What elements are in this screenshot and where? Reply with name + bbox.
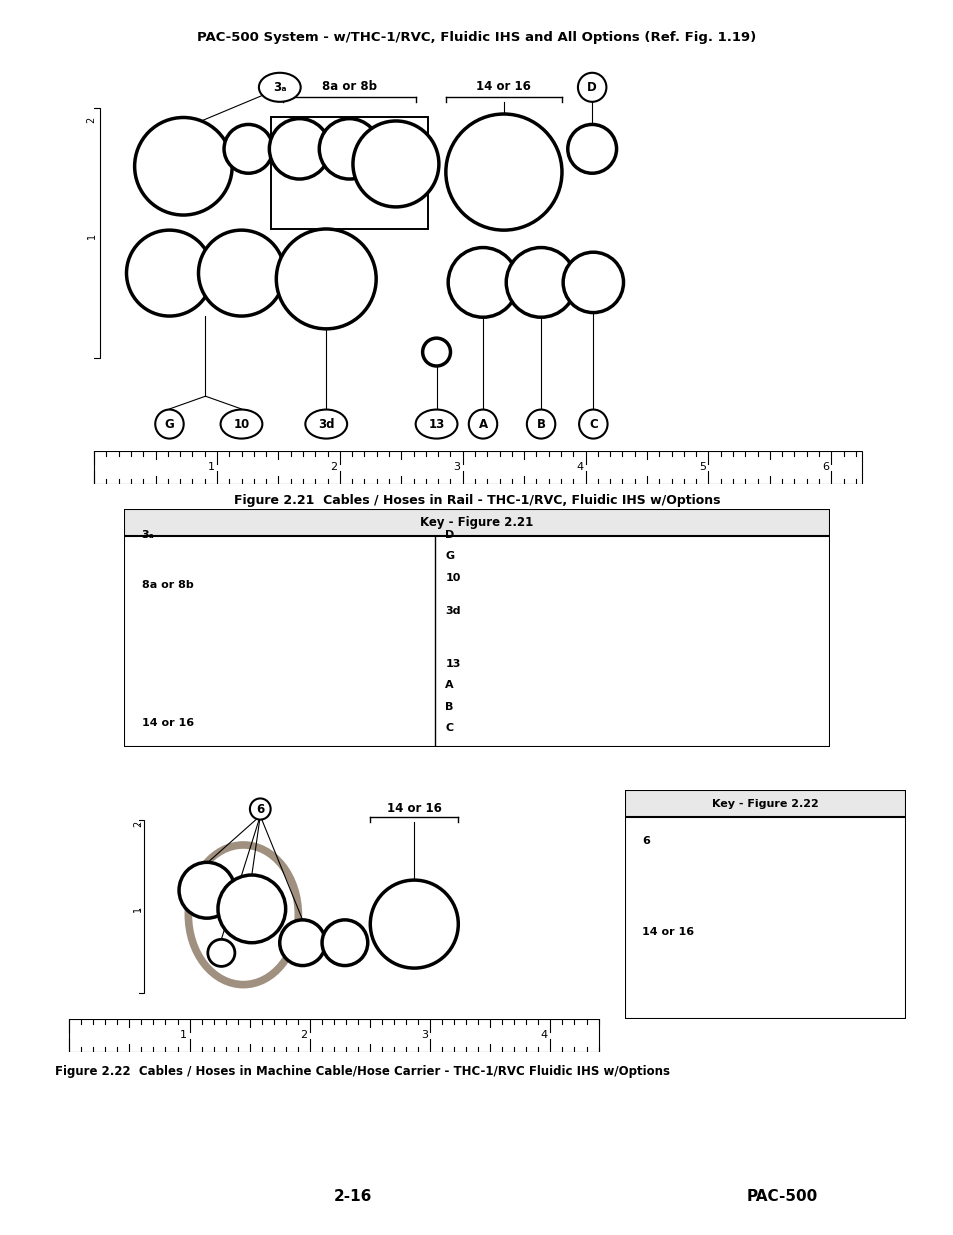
Text: 3: 3 — [420, 1030, 427, 1040]
Text: 4: 4 — [540, 1030, 547, 1040]
Text: 2: 2 — [87, 116, 96, 124]
Ellipse shape — [155, 410, 184, 438]
Circle shape — [269, 119, 330, 179]
Text: C: C — [588, 417, 598, 431]
Text: Figure 2.22  Cables / Hoses in Machine Cable/Hose Carrier - THC-1/RVC Fluidic IH: Figure 2.22 Cables / Hoses in Machine Ca… — [55, 1065, 669, 1078]
Circle shape — [322, 920, 367, 966]
Circle shape — [422, 338, 450, 366]
Ellipse shape — [305, 410, 347, 438]
Text: PAC-500: PAC-500 — [746, 1189, 817, 1204]
Text: 2: 2 — [133, 821, 143, 827]
Text: D: D — [587, 80, 597, 94]
Text: D: D — [445, 530, 454, 540]
Text: 10: 10 — [445, 573, 460, 583]
Circle shape — [445, 114, 561, 230]
Text: 10: 10 — [233, 417, 250, 431]
Text: B: B — [536, 417, 545, 431]
Text: 14 or 16: 14 or 16 — [476, 79, 531, 93]
Text: 8a or 8b: 8a or 8b — [141, 580, 193, 590]
Ellipse shape — [578, 73, 606, 101]
Text: 6: 6 — [256, 803, 264, 815]
Text: 14 or 16: 14 or 16 — [141, 719, 193, 729]
Text: Key - Figure 2.22: Key - Figure 2.22 — [712, 799, 818, 809]
Circle shape — [279, 920, 325, 966]
Text: 2-16: 2-16 — [334, 1189, 372, 1204]
Text: B: B — [445, 701, 453, 711]
Text: 3d: 3d — [317, 417, 335, 431]
Text: 1: 1 — [133, 905, 143, 911]
Text: 3d: 3d — [445, 606, 460, 616]
Text: 13: 13 — [428, 417, 444, 431]
Ellipse shape — [416, 410, 457, 438]
Text: 8a or 8b: 8a or 8b — [321, 79, 376, 93]
Circle shape — [370, 881, 457, 968]
Text: 3ₐ: 3ₐ — [141, 530, 154, 540]
Bar — [624, 790, 905, 816]
Bar — [133, 820, 143, 993]
Ellipse shape — [258, 73, 300, 101]
Ellipse shape — [526, 410, 555, 438]
Circle shape — [134, 117, 232, 215]
Circle shape — [224, 125, 273, 173]
Circle shape — [217, 876, 285, 942]
Text: Key - Figure 2.21: Key - Figure 2.21 — [420, 516, 533, 529]
Circle shape — [506, 247, 576, 317]
Text: A: A — [478, 417, 487, 431]
Circle shape — [208, 940, 234, 967]
Text: 5: 5 — [699, 462, 705, 472]
Text: 3: 3 — [453, 462, 459, 472]
Text: 1: 1 — [208, 462, 214, 472]
Text: 13: 13 — [445, 658, 460, 668]
Text: G: G — [445, 552, 454, 562]
Circle shape — [198, 230, 284, 316]
Ellipse shape — [220, 410, 262, 438]
Circle shape — [179, 862, 234, 918]
Text: C: C — [445, 724, 453, 734]
Text: 1: 1 — [180, 1030, 187, 1040]
Ellipse shape — [578, 410, 607, 438]
Text: 14 or 16: 14 or 16 — [387, 802, 441, 815]
Circle shape — [276, 228, 375, 329]
Text: 1: 1 — [87, 233, 96, 240]
Circle shape — [567, 125, 616, 173]
Circle shape — [448, 247, 517, 317]
Circle shape — [353, 121, 438, 207]
Bar — [84, 109, 100, 358]
Text: 14 or 16: 14 or 16 — [641, 927, 693, 937]
Text: 4: 4 — [576, 462, 582, 472]
Text: A: A — [445, 680, 454, 690]
Text: PAC-500 System - w/THC-1/RVC, Fluidic IHS and All Options (Ref. Fig. 1.19): PAC-500 System - w/THC-1/RVC, Fluidic IH… — [197, 31, 756, 44]
Circle shape — [562, 252, 623, 312]
Bar — [271, 117, 428, 228]
Ellipse shape — [250, 799, 271, 820]
Bar — [124, 509, 829, 536]
Text: 6: 6 — [821, 462, 828, 472]
Text: 2: 2 — [330, 462, 337, 472]
Text: Figure 2.21  Cables / Hoses in Rail - THC-1/RVC, Fluidic IHS w/Options: Figure 2.21 Cables / Hoses in Rail - THC… — [233, 494, 720, 508]
Circle shape — [319, 119, 379, 179]
Text: 6: 6 — [641, 836, 649, 846]
Text: G: G — [165, 417, 174, 431]
Text: 2: 2 — [300, 1030, 307, 1040]
Circle shape — [127, 230, 213, 316]
Ellipse shape — [468, 410, 497, 438]
Text: 3ₐ: 3ₐ — [273, 80, 286, 94]
